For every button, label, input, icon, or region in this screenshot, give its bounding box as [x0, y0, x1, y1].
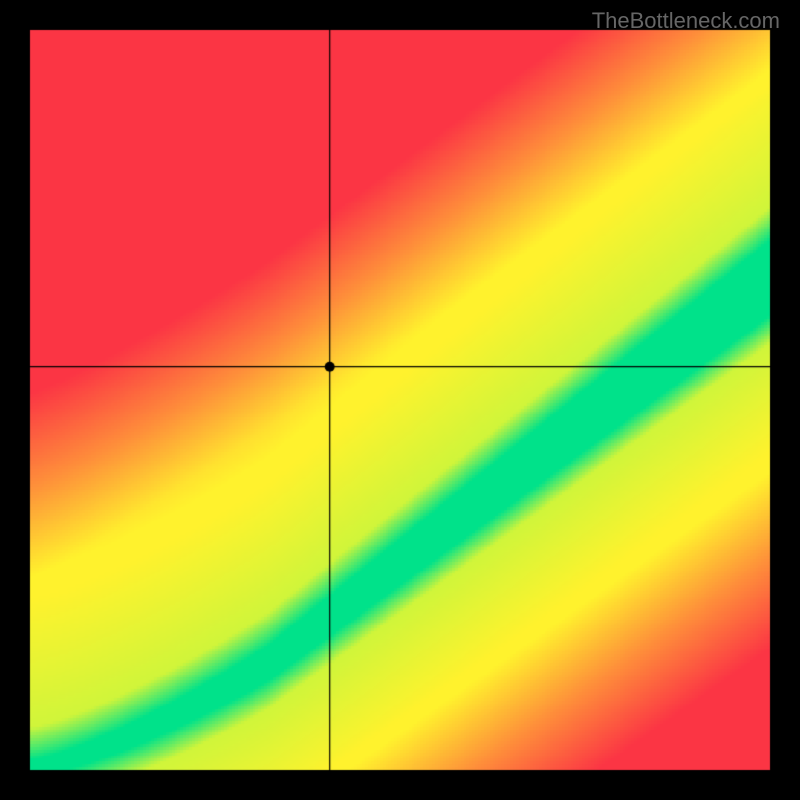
watermark-text: TheBottleneck.com	[592, 8, 780, 34]
bottleneck-heatmap	[0, 0, 800, 800]
chart-container: TheBottleneck.com	[0, 0, 800, 800]
